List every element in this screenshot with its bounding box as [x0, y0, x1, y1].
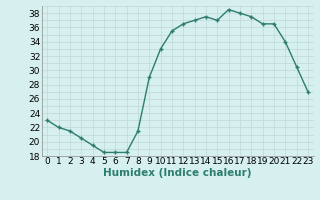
- X-axis label: Humidex (Indice chaleur): Humidex (Indice chaleur): [103, 168, 252, 178]
